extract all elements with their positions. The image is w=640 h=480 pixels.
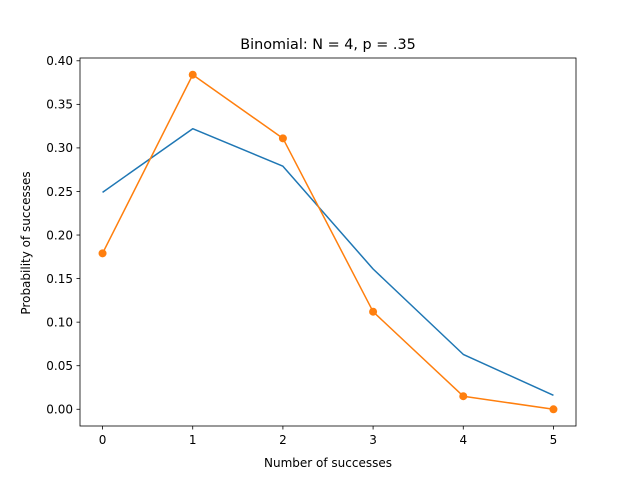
x-tick-label: 2	[279, 433, 287, 447]
series-2-point	[549, 405, 558, 414]
y-tick-label: 0.35	[46, 98, 73, 112]
y-tick-label: 0.15	[46, 272, 73, 286]
series-2-line	[101, 73, 554, 411]
x-tick-label: 1	[189, 433, 197, 447]
x-tick-label: 5	[550, 433, 558, 447]
x-tick-label: 3	[369, 433, 377, 447]
series-2-point	[369, 307, 378, 316]
plot-area: 0 1 2 3 4 5 0.00 0.05 0.10 0.15 0.20 0.25 0.30 0.35 0.…	[46, 54, 577, 447]
series-1-line	[102, 127, 554, 397]
y-tick-label: 0.05	[46, 359, 73, 373]
axes-frame	[79, 57, 577, 427]
x-tick-label: 0	[99, 433, 107, 447]
x-axis-label: Number of successes	[264, 456, 392, 470]
series-2-point	[278, 134, 287, 143]
y-tick-label: 0.25	[46, 185, 73, 199]
y-axis-label: Probability of successes	[19, 171, 33, 314]
chart-title: Binomial: N = 4, p = .35	[240, 37, 416, 53]
y-tick-label: 0.10	[46, 315, 73, 329]
y-tick-label: 0.40	[46, 54, 73, 68]
y-tick-label: 0.30	[46, 141, 73, 155]
series-2-point	[459, 392, 468, 401]
series-2-point	[98, 249, 107, 258]
series-2-point	[188, 70, 197, 79]
y-tick-label: 0.20	[46, 228, 73, 242]
x-tick-label: 4	[459, 433, 467, 447]
y-tick-label: 0.00	[46, 403, 73, 417]
